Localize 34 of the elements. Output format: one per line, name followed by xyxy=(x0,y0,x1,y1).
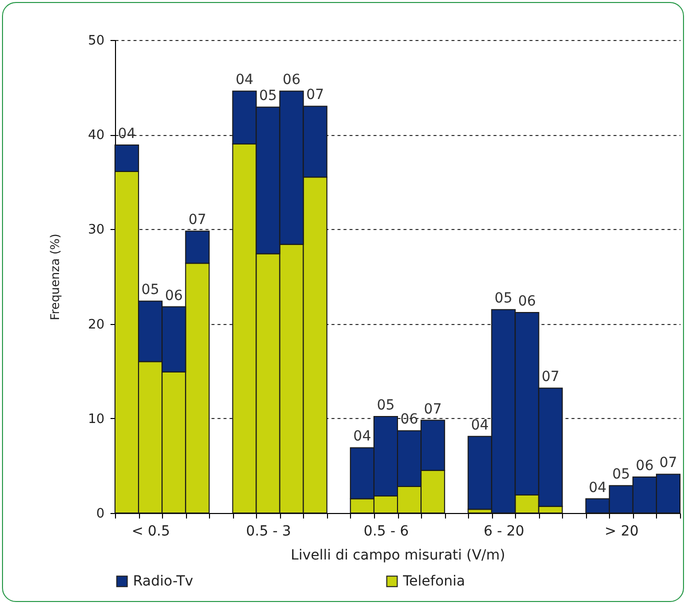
annotation: 05 xyxy=(612,466,630,483)
legend-label: Radio-Tv xyxy=(133,573,194,590)
y-tick-label: 50 xyxy=(88,34,104,48)
annotation: 07 xyxy=(659,455,678,472)
x-axis-title: Livelli di campo misurati (V/m) xyxy=(290,548,506,564)
annotation: 07 xyxy=(188,212,206,228)
annotation: 06 xyxy=(164,288,183,304)
x-tick-label: 0.5 - 6 xyxy=(364,524,409,540)
y-axis-title: Frequenza (%) xyxy=(48,234,62,320)
annotation: 04 xyxy=(470,417,489,434)
annotation: 05 xyxy=(376,398,395,414)
annotation: 06 xyxy=(282,72,301,88)
y-tick-label: 40 xyxy=(88,128,104,144)
x-tick-label: > 20 xyxy=(604,524,639,540)
annotation: 07 xyxy=(424,401,442,418)
annotation: 04 xyxy=(236,72,254,88)
annotation: 07 xyxy=(306,87,324,104)
annotation: 04 xyxy=(353,428,372,445)
annotation: 05 xyxy=(494,290,512,307)
x-tick-label: < 0.5 xyxy=(132,524,170,540)
annotation: 04 xyxy=(588,480,607,496)
annotation: 06 xyxy=(636,458,654,474)
x-tick-label: 6 - 20 xyxy=(484,524,524,540)
y-tick-label: 30 xyxy=(88,222,104,238)
annotation: 07 xyxy=(542,369,560,386)
annotation: 05 xyxy=(259,88,277,104)
legend-label: Telefonia xyxy=(402,573,466,590)
annotation: 06 xyxy=(518,293,536,310)
annotation: 05 xyxy=(141,282,160,298)
y-tick-label: 10 xyxy=(88,412,104,427)
x-tick-label: 0.5 - 3 xyxy=(246,524,292,540)
y-tick-label: 0 xyxy=(96,506,104,522)
annotation: 04 xyxy=(118,126,136,142)
y-tick-label: 20 xyxy=(88,317,104,332)
